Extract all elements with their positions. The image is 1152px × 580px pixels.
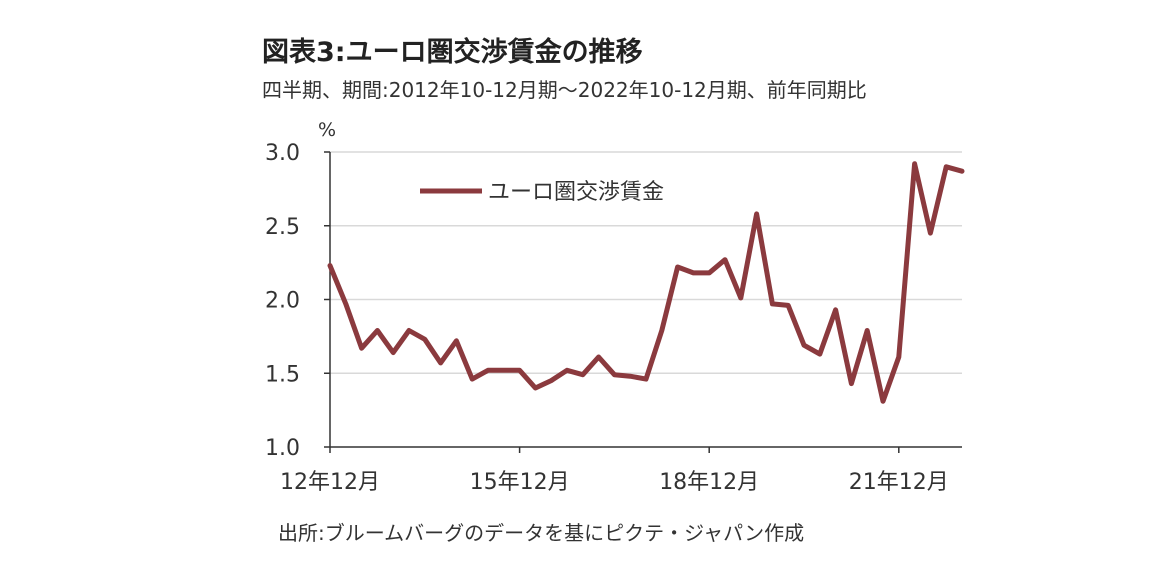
legend: ユーロ圏交渉賃金 (420, 180, 664, 205)
y-tick-label: 1.5 (265, 362, 300, 387)
x-tick-label: 15年12月 (470, 470, 570, 495)
y-tick-label: 1.0 (265, 436, 300, 461)
x-tick-labels: 12年12月 15年12月 18年12月 21年12月 (280, 470, 949, 495)
chart-title: 図表3:ユーロ圏交渉賃金の推移 (262, 37, 643, 68)
y-tick-label: 2.5 (265, 215, 300, 240)
source-note: 出所:ブルームバーグのデータを基にピクテ・ジャパン作成 (278, 521, 805, 545)
x-tick-label: 18年12月 (659, 470, 759, 495)
y-tick-label: 2.0 (265, 289, 300, 314)
x-tick-label: 12年12月 (280, 470, 380, 495)
series-line-wage (327, 161, 965, 404)
y-tick-labels: 1.0 1.5 2.0 2.5 3.0 (265, 141, 300, 461)
x-tick-label: 21年12月 (849, 470, 949, 495)
chart-subtitle: 四半期、期間:2012年10-12月期～2022年10-12月期、前年同期比 (262, 78, 867, 102)
y-tick-label: 3.0 (265, 141, 300, 166)
axes (324, 151, 962, 453)
legend-label: ユーロ圏交渉賃金 (488, 180, 664, 205)
series-group (327, 161, 965, 404)
y-axis-unit: % (318, 119, 336, 141)
